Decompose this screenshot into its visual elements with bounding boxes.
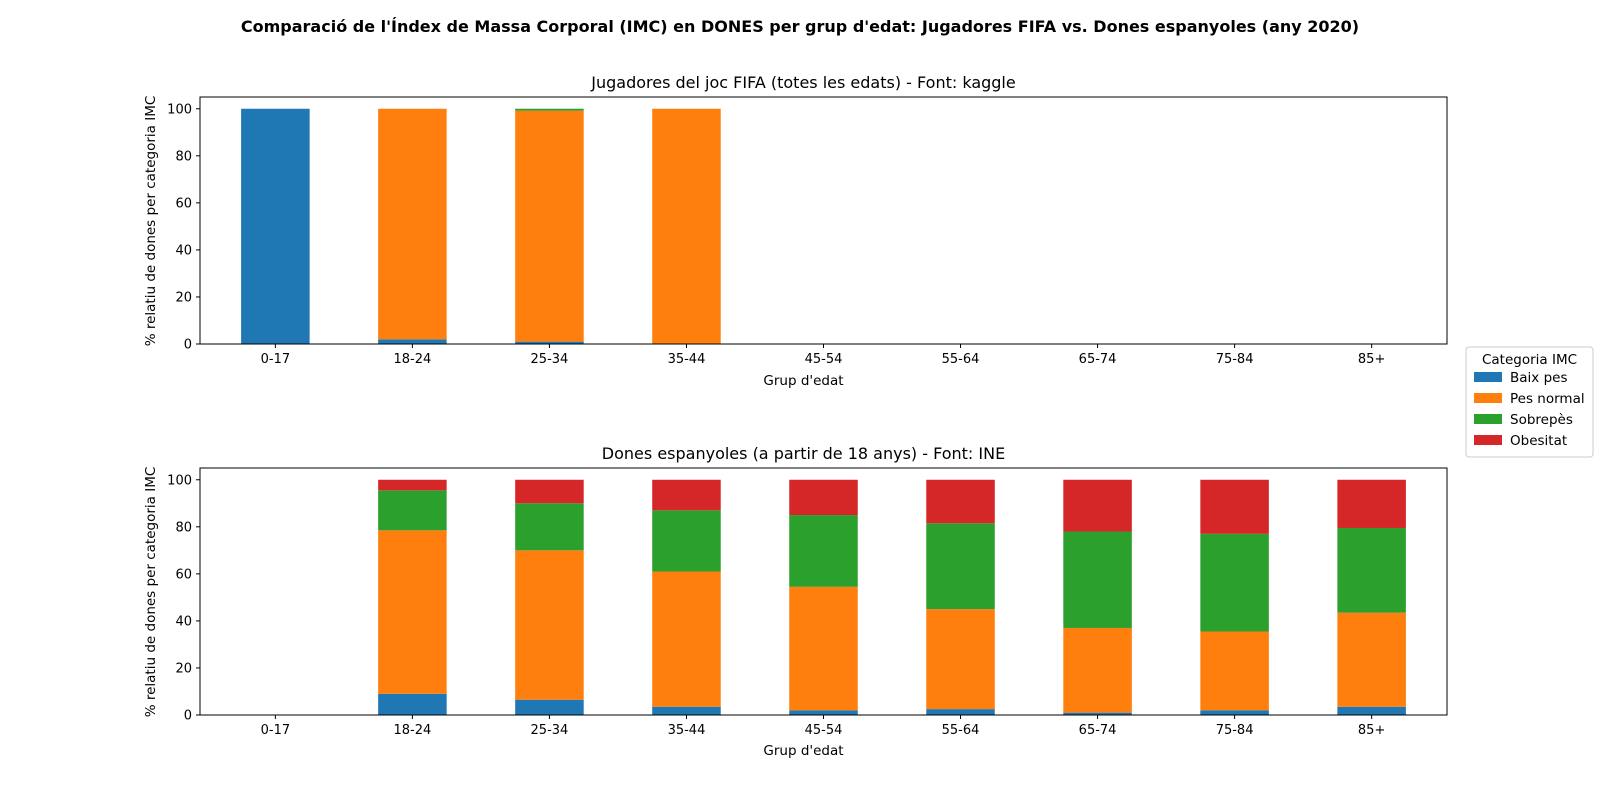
- bar-segment: [1200, 479, 1269, 534]
- bar-segment: [1337, 706, 1406, 715]
- legend-entry: Baix pes: [1510, 370, 1567, 386]
- x-tick-label: 0-17: [261, 723, 291, 738]
- bar-segment: [926, 523, 995, 610]
- x-axis-label: Grup d'edat: [763, 373, 843, 389]
- x-tick-label: 45-54: [805, 352, 843, 367]
- y-axis-label: % relatiu de dones per categoria IMC: [143, 96, 159, 347]
- panel-title: Jugadores del joc FIFA (totes les edats)…: [590, 73, 1015, 92]
- panel-ine: Dones espanyoles (a partir de 18 anys) -…: [143, 444, 1448, 759]
- bar-segment: [652, 479, 721, 511]
- legend-entry: Pes normal: [1510, 391, 1585, 407]
- x-tick-label: 35-44: [668, 352, 706, 367]
- x-tick-label: 25-34: [531, 352, 569, 367]
- bar-segment: [378, 530, 447, 694]
- y-tick-label: 80: [175, 520, 192, 535]
- legend-swatch: [1474, 414, 1502, 424]
- bar-segment: [789, 710, 858, 715]
- bars: [378, 479, 1406, 715]
- y-tick-label: 40: [175, 243, 192, 258]
- bar-segment: [652, 706, 721, 715]
- y-tick-label: 60: [175, 567, 192, 582]
- legend-entry: Sobrepès: [1510, 412, 1573, 428]
- x-tick-label: 65-74: [1079, 723, 1117, 738]
- x-tick-label: 75-84: [1216, 723, 1254, 738]
- y-tick-label: 20: [175, 661, 192, 676]
- y-axis-label: % relatiu de dones per categoria IMC: [143, 467, 159, 718]
- y-tick-label: 100: [167, 473, 192, 488]
- bar-segment: [926, 609, 995, 710]
- x-tick-label: 55-64: [942, 723, 980, 738]
- x-tick-label: 55-64: [942, 352, 980, 367]
- panel-title: Dones espanyoles (a partir de 18 anys) -…: [602, 444, 1005, 463]
- bar-segment: [515, 503, 584, 551]
- bar-segment: [1063, 712, 1132, 715]
- y-tick-label: 80: [175, 149, 192, 164]
- bar-segment: [378, 490, 447, 531]
- bar-segment: [378, 339, 447, 344]
- bar-segment: [789, 479, 858, 516]
- x-tick-label: 85+: [1358, 723, 1385, 738]
- x-tick-label: 25-34: [531, 723, 569, 738]
- y-tick-label: 40: [175, 614, 192, 629]
- x-tick-label: 85+: [1358, 352, 1385, 367]
- y-tick-label: 0: [184, 338, 192, 353]
- bar-segment: [515, 550, 584, 700]
- bar-segment: [1337, 527, 1406, 613]
- legend-title: Categoria IMC: [1482, 352, 1577, 368]
- panel-fifa: Jugadores del joc FIFA (totes les edats)…: [143, 73, 1448, 389]
- bar-segment: [652, 571, 721, 707]
- y-tick-label: 60: [175, 196, 192, 211]
- legend-swatch: [1474, 393, 1502, 403]
- bar-segment: [1063, 479, 1132, 532]
- bar-segment: [1200, 533, 1269, 632]
- legend: Categoria IMC Baix pes Pes normal Sobrepès…: [1465, 346, 1594, 458]
- bar-segment: [1063, 627, 1132, 713]
- legend-swatch: [1474, 435, 1502, 445]
- bar-segment: [789, 586, 858, 711]
- bar-segment: [652, 108, 721, 344]
- y-tick-label: 20: [175, 290, 192, 305]
- bar-segment: [515, 341, 584, 344]
- bar-segment: [378, 693, 447, 715]
- bar-segment: [789, 515, 858, 587]
- x-tick-label: 65-74: [1079, 352, 1117, 367]
- legend-swatch: [1474, 372, 1502, 382]
- legend-entry: Obesitat: [1510, 433, 1567, 449]
- bar-segment: [926, 479, 995, 524]
- y-tick-label: 100: [167, 102, 192, 117]
- bars: [241, 108, 721, 344]
- bar-segment: [515, 699, 584, 715]
- x-tick-label: 0-17: [261, 352, 291, 367]
- x-tick-label: 35-44: [668, 723, 706, 738]
- bar-segment: [926, 709, 995, 715]
- bar-segment: [652, 510, 721, 572]
- bar-segment: [378, 479, 447, 491]
- x-tick-label: 45-54: [805, 723, 843, 738]
- x-tick-label: 75-84: [1216, 352, 1254, 367]
- bar-segment: [515, 110, 584, 342]
- x-tick-label: 18-24: [394, 723, 432, 738]
- bar-segment: [515, 108, 584, 111]
- bar-segment: [241, 108, 310, 344]
- bar-segment: [1337, 612, 1406, 707]
- bar-segment: [1200, 631, 1269, 711]
- y-tick-label: 0: [184, 709, 192, 724]
- bar-segment: [515, 479, 584, 504]
- bar-segment: [1337, 479, 1406, 528]
- bar-segment: [378, 108, 447, 340]
- x-tick-label: 18-24: [394, 352, 432, 367]
- figure-title: Comparació de l'Índex de Massa Corporal …: [241, 17, 1359, 36]
- bar-segment: [1063, 531, 1132, 628]
- bar-segment: [1200, 710, 1269, 715]
- x-axis-label: Grup d'edat: [763, 743, 843, 759]
